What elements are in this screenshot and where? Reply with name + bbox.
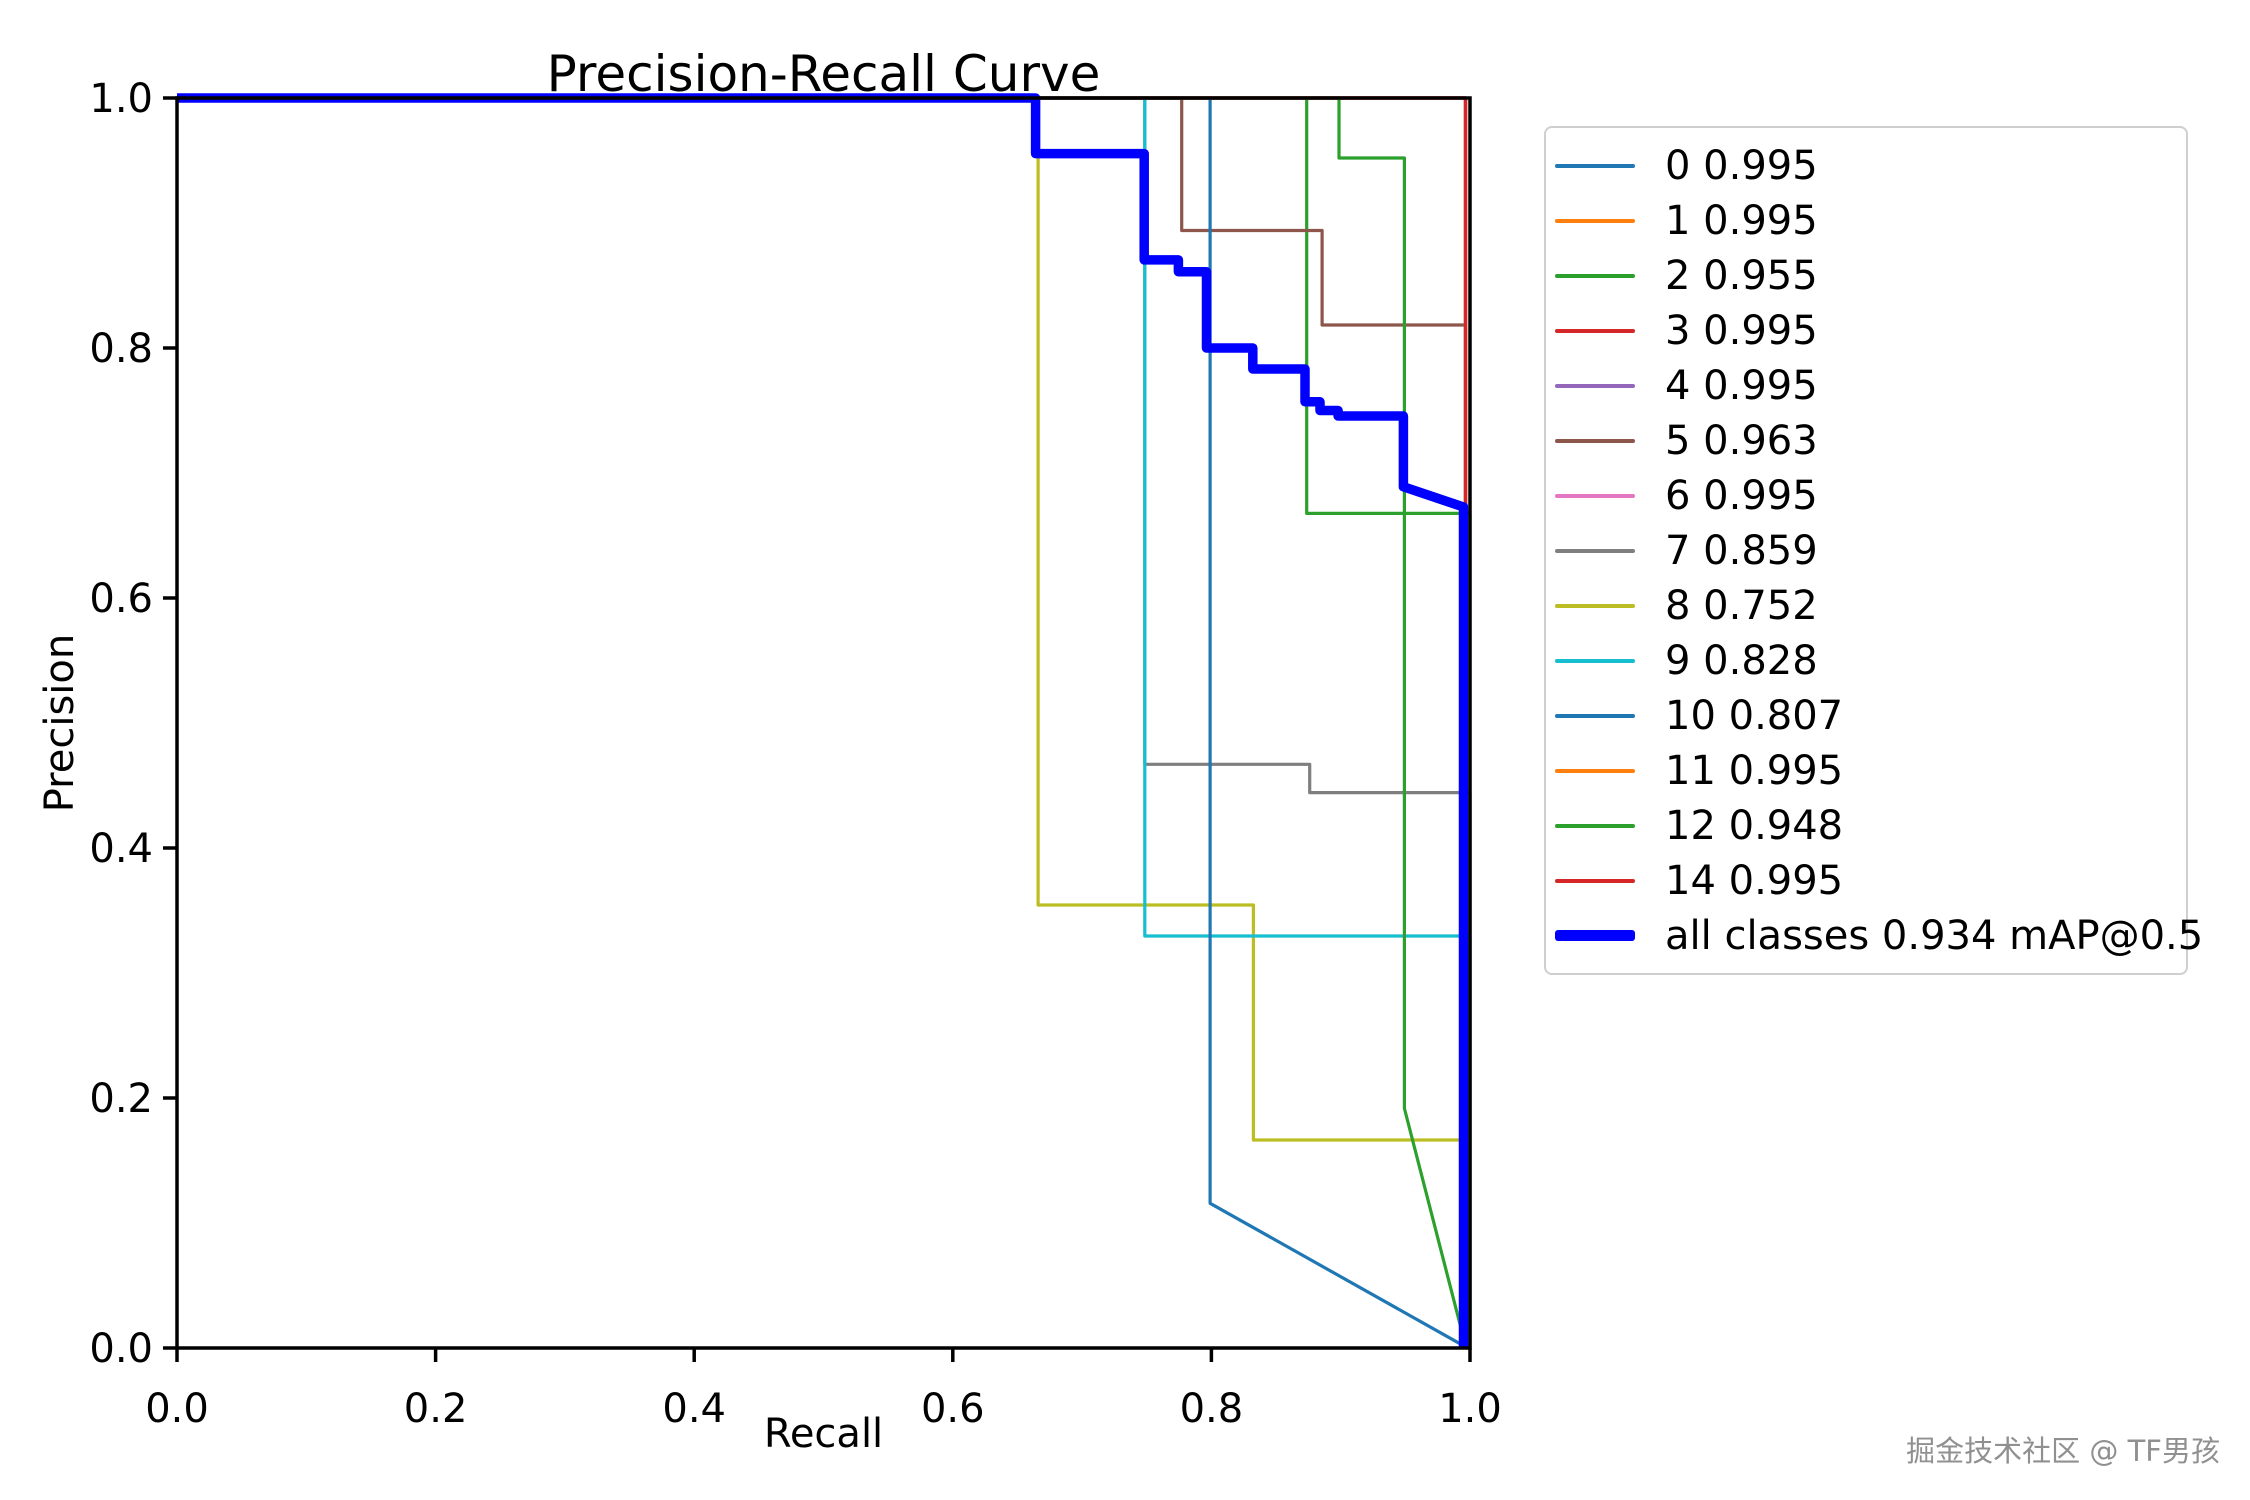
legend-row: 6 0.995 (1555, 468, 2186, 523)
pr-curve-class-all-classes (177, 93, 1469, 1348)
legend-row: 0 0.995 (1555, 138, 2186, 193)
x-tick-label: 0.2 (404, 1386, 468, 1432)
pr-curve-class-12 (177, 96, 1468, 1346)
legend-line-swatch (1555, 878, 1635, 883)
pr-curve-class-11 (177, 96, 1468, 1348)
legend-label: 0 0.995 (1665, 142, 1818, 189)
legend-label: 3 0.995 (1665, 307, 1818, 354)
x-tick-label: 0.8 (1180, 1386, 1244, 1432)
legend-label: all classes 0.934 mAP@0.5 (1665, 912, 2204, 959)
y-tick-label: 1.0 (89, 76, 153, 122)
legend-row: 5 0.963 (1555, 413, 2186, 468)
legend-label: 14 0.995 (1665, 857, 1844, 904)
legend-line-swatch (1555, 768, 1635, 773)
x-tick-label: 0.4 (662, 1386, 726, 1432)
legend-row: 8 0.752 (1555, 578, 2186, 633)
legend-row: 9 0.828 (1555, 633, 2186, 688)
legend-label: 6 0.995 (1665, 472, 1818, 519)
pr-curve-class-2 (177, 96, 1472, 1348)
legend-line-swatch (1555, 383, 1635, 388)
legend-line-swatch (1555, 548, 1635, 553)
y-axis-label: Precision (37, 633, 83, 813)
legend-label: 12 0.948 (1665, 802, 1844, 849)
legend-label: 1 0.995 (1665, 197, 1818, 244)
y-tick-label: 0.6 (89, 576, 153, 622)
legend-line-swatch (1555, 328, 1635, 333)
legend-label: 2 0.955 (1665, 252, 1818, 299)
pr-curve-class-9 (177, 96, 1472, 1348)
y-tick-label: 0.2 (89, 1076, 153, 1122)
legend-row: 12 0.948 (1555, 798, 2186, 853)
legend-row: 2 0.955 (1555, 248, 2186, 303)
legend-label: 9 0.828 (1665, 637, 1818, 684)
legend-row: 7 0.859 (1555, 523, 2186, 578)
legend-line-swatch (1555, 823, 1635, 828)
legend-row: 10 0.807 (1555, 688, 2186, 743)
legend-label: 5 0.963 (1665, 417, 1818, 464)
legend-line-swatch (1555, 273, 1635, 278)
legend-row: 11 0.995 (1555, 743, 2186, 798)
legend-line-swatch (1555, 218, 1635, 223)
legend-label: 11 0.995 (1665, 747, 1844, 794)
legend: 0 0.995 1 0.995 2 0.955 3 0.995 4 0.995 5 0.9… (1544, 126, 2203, 975)
legend-label: 10 0.807 (1665, 692, 1844, 739)
pr-curve-class-5 (177, 96, 1468, 1348)
legend-line-swatch (1555, 603, 1635, 608)
watermark: 掘金技术社区 @ TF男孩 (1906, 1434, 2220, 1468)
pr-curve-class-3 (177, 96, 1468, 1348)
x-tick-label: 0.6 (921, 1386, 985, 1432)
pr-curve-class-10 (177, 96, 1467, 1349)
pr-curve-class-1 (177, 96, 1468, 1348)
legend-row: 1 0.995 (1555, 193, 2186, 248)
legend-line-swatch (1555, 438, 1635, 443)
legend-label: 7 0.859 (1665, 527, 1818, 574)
axes-spines (175, 96, 1472, 1350)
pr-curve-class-14 (177, 96, 1468, 1348)
legend-line-swatch (1555, 493, 1635, 498)
tick-marks (163, 96, 1472, 1362)
legend-label: 4 0.995 (1665, 362, 1818, 409)
x-axis-label: Recall (763, 1411, 884, 1457)
legend-line-swatch (1555, 930, 1635, 941)
legend-row: 14 0.995 (1555, 853, 2186, 908)
pr-curve-class-6 (177, 96, 1468, 1348)
pr-curve-class-7 (177, 96, 1472, 1348)
tick-labels: 0.0 0.2 0.4 0.6 0.8 1.0 0.0 0.2 0.4 0.6 0.8 1.0 (89, 76, 1501, 1432)
y-tick-label: 0.0 (89, 1326, 153, 1372)
y-tick-label: 0.8 (89, 326, 153, 372)
curves (177, 93, 1472, 1349)
legend-line-swatch (1555, 163, 1635, 168)
legend-row: all classes 0.934 mAP@0.5 (1555, 908, 2203, 963)
y-tick-label: 0.4 (89, 826, 153, 872)
legend-label: 8 0.752 (1665, 582, 1818, 629)
legend-row: 3 0.995 (1555, 303, 2186, 358)
pr-curve-class-0 (177, 96, 1468, 1348)
pr-curve-class-4 (177, 96, 1468, 1348)
chart-title: Precision-Recall Curve (546, 45, 1101, 103)
x-tick-label: 1.0 (1438, 1386, 1502, 1432)
legend-line-swatch (1555, 658, 1635, 663)
legend-line-swatch (1555, 713, 1635, 718)
legend-row: 4 0.995 (1555, 358, 2186, 413)
x-tick-label: 0.0 (145, 1386, 209, 1432)
pr-curve-class-8 (177, 96, 1466, 1348)
